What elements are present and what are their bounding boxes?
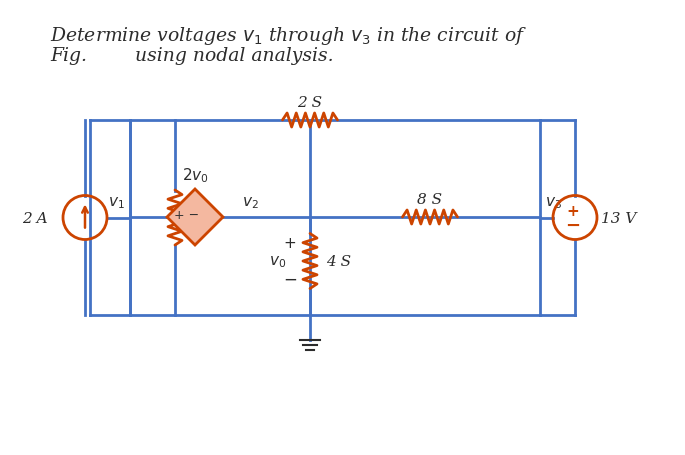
Text: + −: + − <box>175 208 199 221</box>
Text: $2v_0$: $2v_0$ <box>182 166 208 185</box>
Text: 4 S: 4 S <box>326 254 351 268</box>
Text: Determine voltages $v_1$ through $v_3$ in the circuit of: Determine voltages $v_1$ through $v_3$ i… <box>50 25 527 47</box>
Polygon shape <box>167 190 223 245</box>
Text: 2 A: 2 A <box>22 211 48 225</box>
Text: $v_0$: $v_0$ <box>269 253 286 269</box>
Text: 13 V: 13 V <box>601 211 636 225</box>
Text: −: − <box>283 270 297 288</box>
Text: −: − <box>565 216 581 234</box>
Text: 2 S: 2 S <box>297 96 323 110</box>
Text: Fig.        using nodal analysis.: Fig. using nodal analysis. <box>50 47 334 65</box>
Text: 8 S: 8 S <box>417 192 443 207</box>
Text: $v_1$: $v_1$ <box>108 195 125 210</box>
Text: $v_3$: $v_3$ <box>545 195 562 210</box>
Text: +: + <box>566 203 580 218</box>
Text: $v_2$: $v_2$ <box>242 195 258 210</box>
Text: +: + <box>284 236 297 251</box>
Text: 1 S: 1 S <box>193 211 218 225</box>
